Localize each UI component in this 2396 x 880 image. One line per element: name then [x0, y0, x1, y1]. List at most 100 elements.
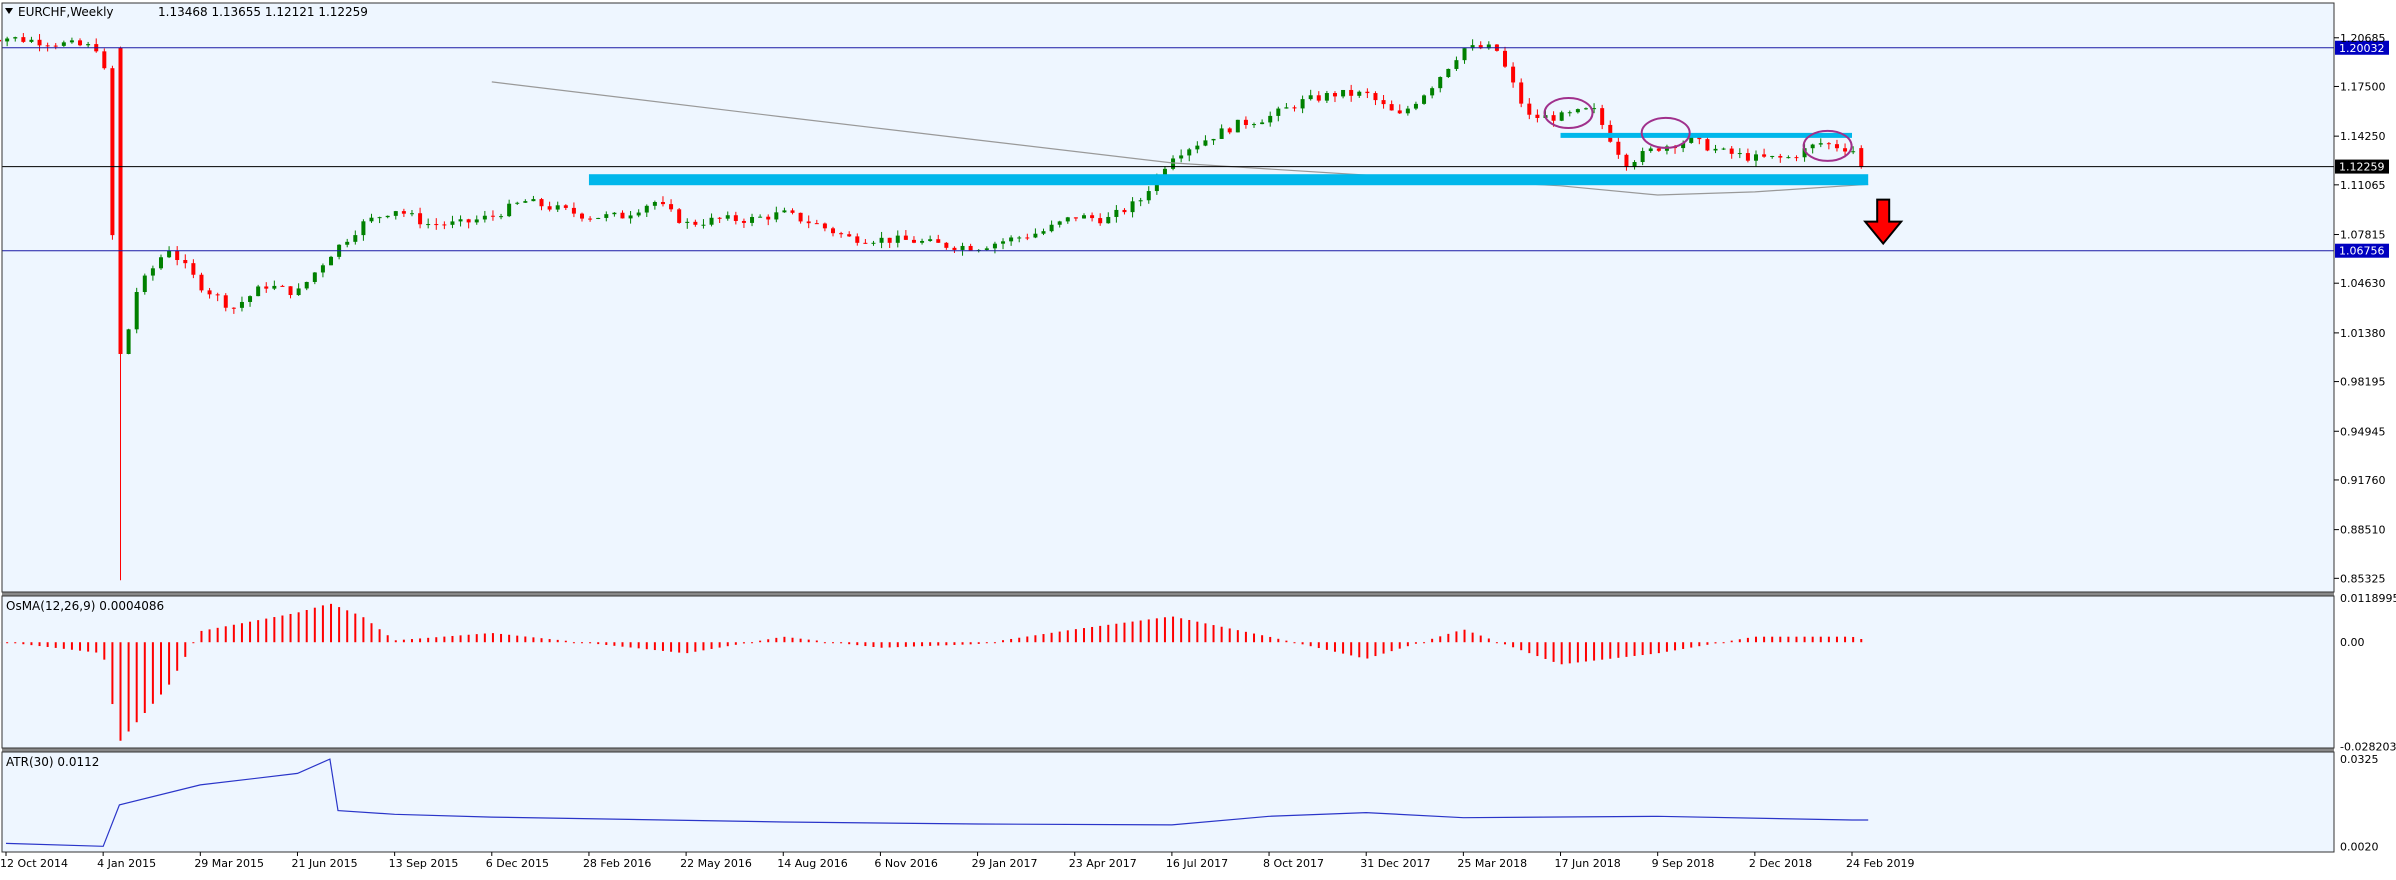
x-tick-label: 31 Dec 2017 — [1360, 857, 1430, 870]
bear-candle — [1511, 66, 1516, 83]
bull-candle — [1640, 151, 1645, 163]
bear-candle — [1778, 155, 1783, 158]
bear-candle — [264, 286, 269, 289]
bull-candle — [1146, 191, 1151, 201]
bear-candle — [199, 274, 204, 291]
bull-candle — [1041, 231, 1046, 234]
bear-candle — [1656, 148, 1661, 151]
y-tick-label: 1.20685 — [2340, 32, 2386, 45]
bull-candle — [960, 245, 965, 250]
price-lines — [2, 47, 2334, 252]
bear-candle — [1381, 100, 1386, 105]
bull-candle — [1057, 221, 1062, 225]
y-tick-label: 0.88510 — [2340, 524, 2386, 537]
bear-candle — [1373, 93, 1378, 101]
bear-candle — [1365, 91, 1370, 94]
bear-candle — [563, 205, 568, 208]
bear-candle — [102, 51, 107, 69]
bull-candle — [1081, 215, 1086, 219]
bull-candle — [1187, 149, 1192, 156]
bear-candle — [37, 39, 42, 46]
bull-candle — [1009, 237, 1014, 242]
bull-candle — [895, 235, 900, 243]
bear-candle — [280, 285, 285, 287]
bear-candle — [806, 221, 811, 224]
panel-frames — [1, 2, 2335, 853]
bull-candle — [920, 240, 925, 243]
bear-candle — [952, 247, 957, 250]
bull-candle — [523, 201, 528, 203]
bull-candle — [61, 42, 66, 46]
bull-candle — [1284, 107, 1289, 109]
title-dropdown-icon[interactable] — [5, 8, 13, 14]
bear-candle — [1292, 107, 1297, 109]
bear-candle — [1349, 89, 1354, 96]
y-tick-label: 0.85325 — [2340, 572, 2386, 585]
bull-candle — [1219, 128, 1224, 139]
bull-candle — [774, 212, 779, 220]
atr-panel-background — [2, 752, 2334, 852]
bull-candle — [1308, 95, 1313, 100]
bull-candle — [369, 217, 374, 222]
x-tick-label: 2 Dec 2018 — [1749, 857, 1812, 870]
bear-candle — [1243, 119, 1248, 126]
bull-candle — [304, 281, 309, 289]
bull-candle — [604, 214, 609, 218]
resistance-zone — [1560, 132, 1852, 138]
y-tick-label: 0.98195 — [2340, 376, 2386, 389]
bull-candle — [725, 215, 730, 219]
highlight-ellipse — [1543, 97, 1594, 130]
bear-candle — [1122, 209, 1127, 213]
atr-tick-label: 0.0020 — [2340, 840, 2379, 853]
bear-candle — [1729, 148, 1734, 154]
bull-candle — [409, 213, 414, 215]
bear-candle — [434, 224, 439, 226]
bull-candle — [1446, 68, 1451, 78]
bull-candle — [1260, 122, 1265, 125]
bull-candle — [361, 221, 366, 236]
atr-tick-label: 0.0325 — [2340, 753, 2379, 766]
bull-candle — [1179, 155, 1184, 159]
bull-candle — [709, 217, 714, 225]
x-tick-label: 6 Dec 2015 — [486, 857, 549, 870]
down-arrow-icon — [1863, 198, 1904, 246]
y-tick-label: 1.04630 — [2340, 277, 2386, 290]
bear-candle — [936, 239, 941, 243]
bear-candle — [1834, 144, 1839, 149]
bull-candle — [1648, 148, 1653, 152]
bear-candle — [677, 209, 682, 223]
bull-candle — [345, 241, 350, 245]
price-label-box — [2335, 159, 2389, 174]
bull-candle — [1114, 209, 1119, 217]
highlight-ellipse — [1802, 129, 1853, 162]
bull-candle — [628, 215, 633, 219]
bear-candle — [911, 239, 916, 243]
bull-candle — [1049, 224, 1054, 232]
bull-candle — [1195, 145, 1200, 150]
bull-candle — [296, 288, 301, 296]
y-tick-label: 1.14250 — [2340, 130, 2386, 143]
bear-candle — [741, 220, 746, 223]
bull-candle — [555, 205, 560, 210]
bull-candle — [377, 217, 382, 219]
x-tick-label: 14 Aug 2016 — [777, 857, 847, 870]
bull-candle — [353, 235, 358, 242]
osma-histogram — [0, 603, 1863, 741]
osma-tick-label: -0.028203 — [2340, 741, 2396, 754]
bull-candle — [636, 212, 641, 216]
bull-candle — [652, 202, 657, 206]
bear-candle — [490, 215, 495, 217]
ohlc-header: 1.13468 1.13655 1.12121 1.12259 — [158, 5, 368, 19]
bull-candle — [685, 221, 690, 223]
bull-candle — [1422, 95, 1427, 104]
bear-candle — [1843, 148, 1848, 152]
bull-candle — [782, 210, 787, 213]
price-label-text: 1.20032 — [2339, 42, 2385, 55]
bull-candle — [531, 199, 536, 202]
bear-candle — [1090, 215, 1095, 219]
bull-candle — [1786, 157, 1791, 159]
bear-candle — [717, 217, 722, 219]
bear-candle — [660, 202, 665, 205]
bear-candle — [1073, 217, 1078, 219]
